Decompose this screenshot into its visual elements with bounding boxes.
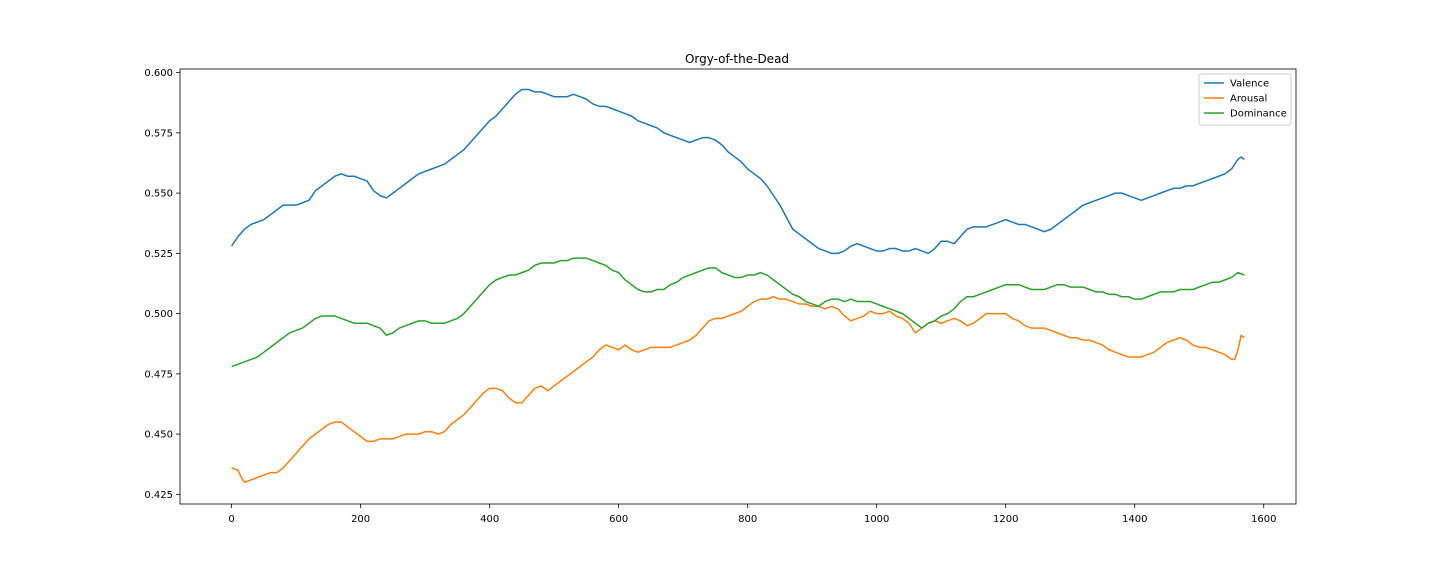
- x-tick-label: 400: [480, 514, 499, 525]
- series-line-valence: [230, 88, 1245, 255]
- legend: Valence Arousal Dominance: [1198, 73, 1292, 126]
- y-tick-label: 0.550: [144, 189, 173, 200]
- series-line-dominance: [231, 257, 1245, 368]
- x-tick-label: 200: [351, 514, 370, 525]
- plot-frame: [179, 68, 1297, 505]
- y-tick-label: 0.600: [144, 68, 173, 79]
- legend-label-arousal: Arousal: [1230, 94, 1267, 105]
- x-axis: 0 200 400 600 800 1000 1200 1400 1600: [228, 504, 1276, 525]
- x-tick-label: 0: [228, 514, 234, 525]
- y-tick-label: 0.450: [144, 430, 173, 441]
- series-layer: [230, 88, 1245, 484]
- series-line-arousal: [231, 295, 1245, 484]
- legend-label-dominance: Dominance: [1230, 109, 1287, 120]
- x-tick-label: 1000: [864, 514, 889, 525]
- y-tick-label: 0.575: [144, 128, 173, 139]
- y-axis: 0.425 0.450 0.475 0.500 0.525 0.550 0.575 0.600: [144, 68, 180, 501]
- x-tick-label: 800: [738, 514, 757, 525]
- y-tick-label: 0.500: [144, 309, 173, 320]
- x-tick-label: 1200: [993, 514, 1018, 525]
- chart-title: Orgy-of-the-Dead: [685, 52, 789, 66]
- x-tick-label: 600: [609, 514, 628, 525]
- y-tick-label: 0.525: [144, 249, 173, 260]
- y-tick-label: 0.425: [144, 490, 173, 501]
- legend-label-valence: Valence: [1230, 79, 1269, 90]
- y-tick-label: 0.475: [144, 369, 173, 380]
- x-tick-label: 1600: [1251, 514, 1276, 525]
- x-tick-label: 1400: [1122, 514, 1147, 525]
